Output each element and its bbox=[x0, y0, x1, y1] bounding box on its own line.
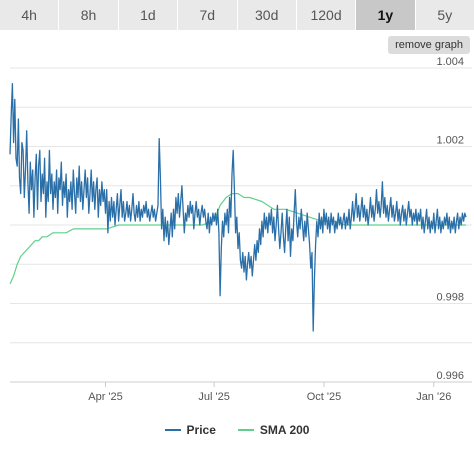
legend-label-price: Price bbox=[186, 423, 216, 437]
tab-1y[interactable]: 1y bbox=[356, 0, 416, 30]
x-tick-label: Oct '25 bbox=[307, 391, 342, 403]
chart-legend: Price SMA 200 bbox=[0, 420, 474, 440]
legend-swatch-sma bbox=[237, 429, 254, 431]
y-tick-label: 1.004 bbox=[436, 56, 464, 68]
legend-swatch-price bbox=[164, 429, 181, 431]
tab-4h[interactable]: 4h bbox=[0, 0, 60, 30]
x-tick-label: Jul '25 bbox=[198, 391, 229, 403]
tab-7d[interactable]: 7d bbox=[178, 0, 238, 30]
tab-8h[interactable]: 8h bbox=[59, 0, 119, 30]
tab-30d[interactable]: 30d bbox=[237, 0, 297, 30]
series-line-sma-200 bbox=[9, 193, 466, 285]
x-tick-label: Apr '25 bbox=[88, 391, 123, 403]
x-tick-label: Jan '26 bbox=[416, 391, 451, 403]
legend-label-sma: SMA 200 bbox=[259, 423, 310, 437]
x-axis-ticks: Apr '25 Jul '25 Oct '25 Jan '26 bbox=[88, 382, 451, 403]
y-axis-ticks: 0.996 0.998 1.002 1.004 bbox=[436, 56, 464, 382]
y-tick-label: 0.998 bbox=[436, 292, 464, 304]
y-tick-label: 0.996 bbox=[436, 370, 464, 382]
legend-item-sma[interactable]: SMA 200 bbox=[237, 423, 310, 437]
y-tick-label: 1.002 bbox=[436, 135, 464, 147]
price-chart: 0.996 0.998 1.002 1.004 Apr '25 Jul '25 Oct '… bbox=[9, 56, 472, 403]
tab-5y[interactable]: 5y bbox=[415, 0, 474, 30]
legend-item-price[interactable]: Price bbox=[164, 423, 216, 437]
series-line-price bbox=[9, 83, 467, 332]
tab-120d[interactable]: 120d bbox=[296, 0, 357, 30]
chart-series bbox=[9, 83, 467, 332]
remove-graph-button[interactable]: remove graph bbox=[388, 36, 470, 54]
tab-1d[interactable]: 1d bbox=[118, 0, 179, 30]
time-range-tabs: 4h 8h 1d 7d 30d 120d 1y 5y bbox=[0, 0, 474, 30]
